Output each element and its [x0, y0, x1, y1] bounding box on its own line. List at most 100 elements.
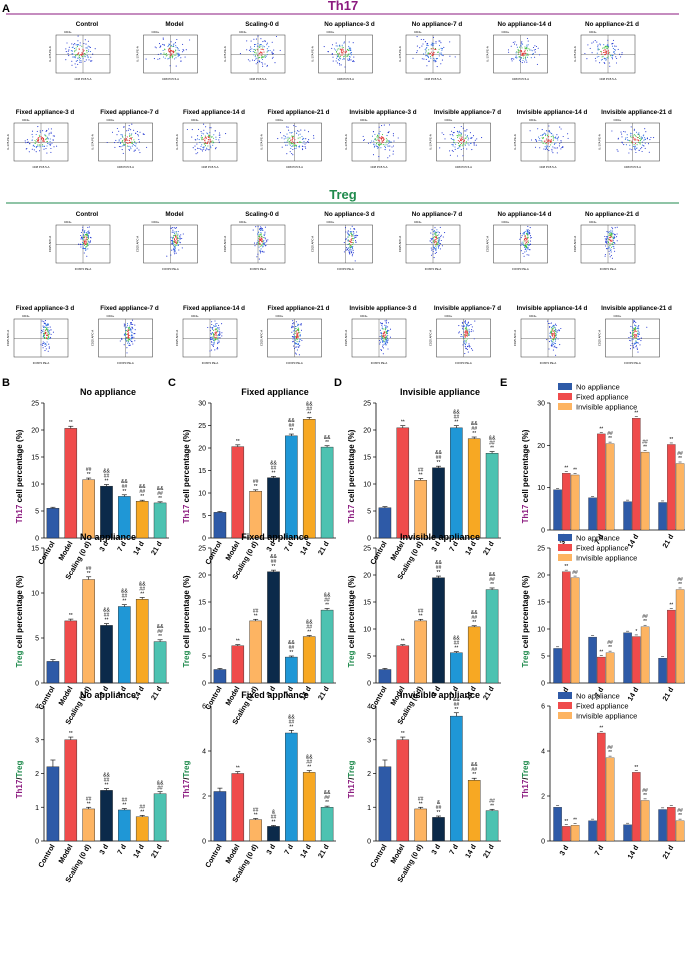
- y-axis-label: Treg cell percentage (%): [182, 575, 191, 667]
- x-tick-label: 21 d: [481, 843, 496, 860]
- flow-event-dot: [126, 339, 128, 341]
- flow-event-dot: [75, 44, 77, 46]
- flow-event-dot: [615, 45, 617, 47]
- flow-event-dot: [419, 47, 421, 49]
- significance-mark: **: [87, 571, 91, 577]
- flow-event-dot: [421, 58, 423, 60]
- flow-event-dot: [171, 240, 174, 242]
- flow-event-dot: [126, 352, 128, 354]
- flow-event-dot: [33, 149, 35, 151]
- flow-event-dot: [41, 138, 43, 140]
- flow-event-dot: [264, 40, 267, 42]
- flow-event-dot: [285, 144, 287, 146]
- flow-event-dot: [469, 132, 471, 134]
- significance-mark: &&: [103, 469, 110, 475]
- flow-event-dot: [467, 139, 469, 141]
- flow-event-dot: [432, 251, 434, 253]
- flow-event-dot: [164, 48, 166, 50]
- flow-event-dot: [526, 46, 528, 48]
- flow-event-dot: [134, 149, 136, 151]
- flow-event-dot: [461, 142, 463, 145]
- flow-event-dot: [466, 148, 468, 150]
- flow-event-dot: [624, 131, 626, 133]
- flow-event-dot: [346, 49, 348, 51]
- flow-event-dot: [534, 48, 536, 51]
- flow-event-dot: [344, 66, 346, 68]
- flow-event-dot: [279, 132, 282, 134]
- flow-x-label: CD8 PC5.5-A: [624, 165, 641, 169]
- flow-event-dot: [435, 243, 437, 246]
- flow-event-dot: [181, 247, 183, 249]
- significance-mark: ##: [677, 451, 683, 457]
- flow-event-dot: [172, 229, 174, 231]
- flow-event-dot: [196, 143, 198, 145]
- flow-event-dot: [363, 139, 365, 141]
- flow-event-dot: [197, 152, 199, 154]
- flow-event-dot: [632, 327, 634, 329]
- x-tick-label: 21 d: [149, 540, 164, 557]
- flow-event-dot: [609, 234, 611, 236]
- flow-event-dot: [637, 330, 640, 332]
- flow-event-dot: [613, 50, 615, 52]
- flow-event-dot: [609, 52, 611, 54]
- flow-event-dot: [464, 346, 466, 348]
- flow-event-dot: [194, 149, 196, 151]
- flow-event-dot: [39, 131, 41, 133]
- flow-event-dot: [77, 57, 79, 60]
- flow-event-dot: [116, 127, 118, 130]
- x-tick-label: 14 d: [463, 540, 478, 557]
- flow-event-dot: [90, 60, 92, 62]
- flow-event-dot: [48, 329, 50, 331]
- flow-y-label: CD25 APC-A: [311, 236, 315, 252]
- flow-event-dot: [128, 342, 131, 345]
- flow-event-dot: [213, 343, 215, 345]
- flow-event-dot: [379, 130, 381, 133]
- flow-event-dot: [134, 333, 136, 335]
- flow-event-dot: [124, 338, 127, 340]
- significance-mark: ##: [253, 608, 259, 614]
- flow-event-dot: [212, 140, 214, 142]
- flow-event-dot: [344, 52, 346, 54]
- flow-y-label: CD25 APC-A: [344, 330, 348, 346]
- flow-event-dot: [429, 240, 431, 242]
- flow-event-dot: [467, 321, 470, 323]
- flow-event-dot: [331, 47, 333, 49]
- flow-event-dot: [539, 147, 541, 149]
- significance-mark: ##: [122, 594, 128, 600]
- flow-event-dot: [351, 255, 353, 257]
- flow-event-dot: [127, 336, 129, 338]
- flow-event-dot: [526, 229, 529, 231]
- flow-event-dot: [431, 51, 433, 53]
- flow-plot-title: Fixed appliance-14 d: [183, 305, 245, 312]
- flow-event-dot: [336, 62, 338, 64]
- flow-event-dot: [263, 49, 265, 51]
- flow-event-dot: [74, 43, 76, 45]
- flow-event-dot: [606, 240, 608, 242]
- flow-event-dot: [85, 249, 87, 251]
- flow-event-dot: [254, 48, 256, 50]
- flow-event-dot: [606, 57, 608, 59]
- flow-event-dot: [262, 65, 264, 67]
- flow-event-dot: [636, 348, 638, 351]
- flow-event-dot: [431, 45, 433, 47]
- y-tick-label: 20: [198, 446, 206, 453]
- flow-event-dot: [214, 349, 216, 351]
- flow-event-dot: [257, 35, 259, 37]
- flow-event-dot: [49, 144, 51, 146]
- flow-event-dot: [173, 249, 176, 251]
- flow-event-dot: [162, 43, 164, 45]
- flow-event-dot: [175, 231, 177, 233]
- flow-event-dot: [464, 331, 466, 334]
- flow-event-dot: [644, 142, 646, 144]
- bar: [285, 435, 298, 539]
- flow-event-dot: [292, 320, 294, 322]
- flow-event-dot: [550, 344, 552, 346]
- flow-event-dot: [534, 56, 536, 58]
- flow-event-dot: [553, 334, 555, 336]
- flow-event-dot: [218, 340, 220, 342]
- flow-event-dot: [78, 48, 81, 50]
